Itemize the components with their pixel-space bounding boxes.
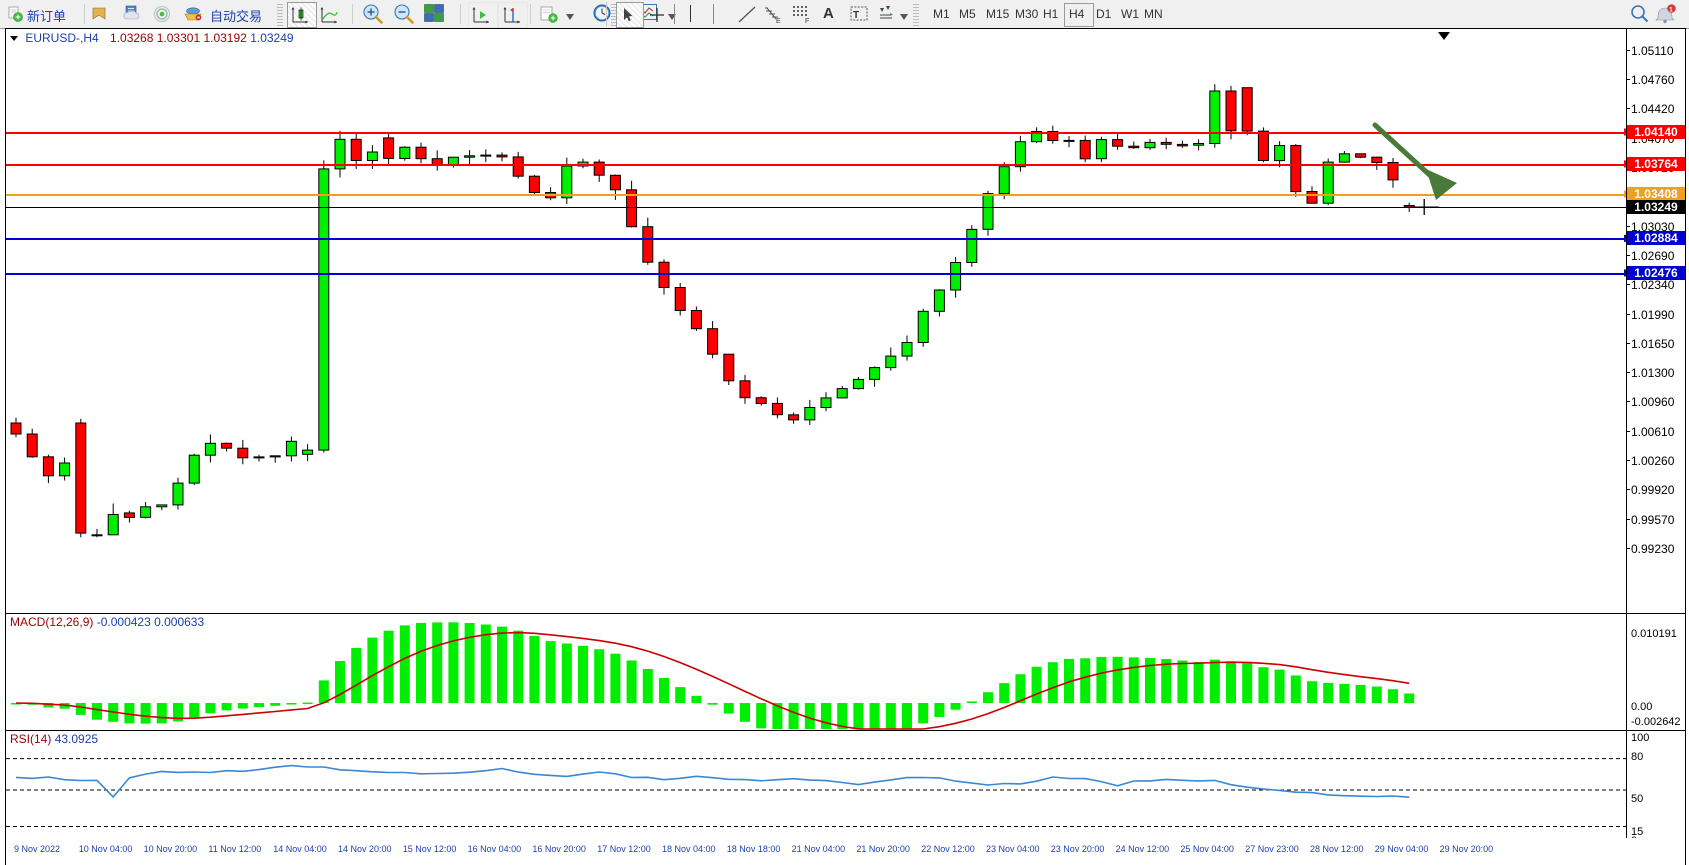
- svg-text:F: F: [805, 18, 809, 24]
- svg-text:E: E: [776, 18, 781, 24]
- svg-text:T: T: [853, 10, 859, 21]
